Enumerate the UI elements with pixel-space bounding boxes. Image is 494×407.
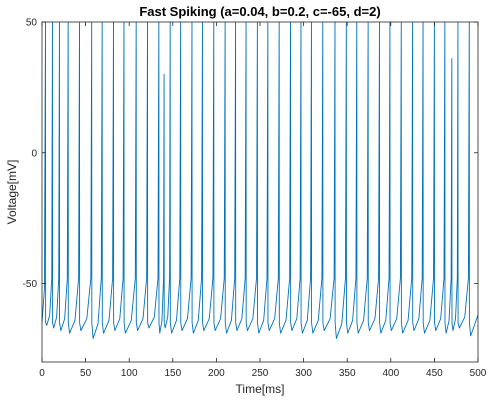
x-tick-label: 50 — [80, 368, 92, 379]
y-tick-label: 0 — [31, 148, 37, 159]
x-tick-label: 150 — [164, 368, 181, 379]
x-tick-label: 450 — [426, 368, 443, 379]
x-tick-label: 400 — [382, 368, 399, 379]
y-axis-label: Voltage[mV] — [5, 160, 19, 225]
plot-area — [42, 22, 478, 362]
x-tick-label: 200 — [208, 368, 225, 379]
x-tick-label: 250 — [252, 368, 269, 379]
y-axis-ticks: -50 0 50 — [23, 18, 478, 290]
y-tick-label: 50 — [26, 18, 38, 29]
x-axis-label: Time[ms] — [236, 382, 285, 396]
x-tick-label: 350 — [339, 368, 356, 379]
x-tick-label: 300 — [295, 368, 312, 379]
trace-layer — [42, 22, 478, 339]
voltage-trace-line — [42, 22, 478, 339]
y-tick-label: -50 — [23, 279, 38, 290]
x-tick-label: 500 — [470, 368, 487, 379]
x-tick-label: 0 — [39, 368, 45, 379]
x-axis-ticks: 0 50 100 150 200 250 300 350 400 450 500 — [39, 22, 487, 379]
chart-title: Fast Spiking (a=0.04, b=0.2, c=-65, d=2) — [139, 4, 380, 19]
x-tick-label: 100 — [121, 368, 138, 379]
